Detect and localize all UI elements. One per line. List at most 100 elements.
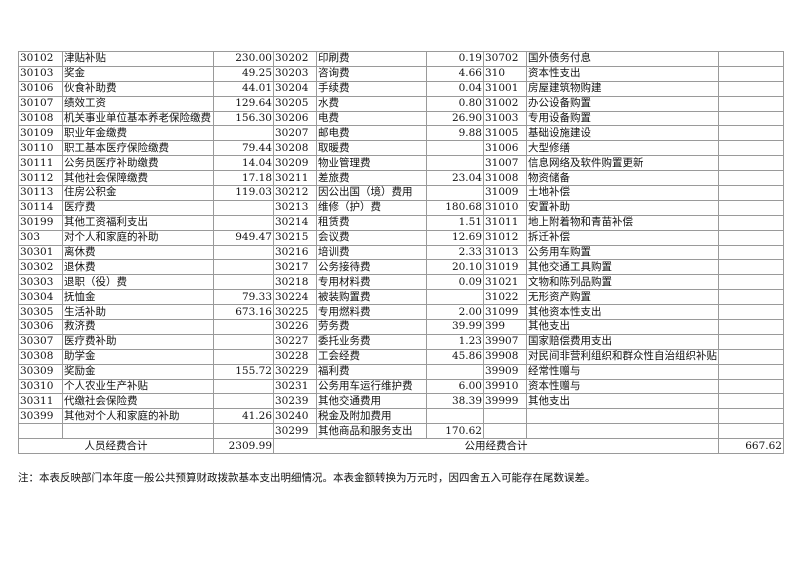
amount-cell: 2.00 (426, 304, 484, 321)
name-cell: 大型修缮 (526, 140, 719, 157)
code-cell: 30202 (273, 51, 317, 67)
code-cell: 31099 (483, 304, 527, 321)
code-cell: 30113 (18, 185, 63, 201)
name-cell: 代缴社会保险费 (62, 393, 214, 410)
name-cell: 国外债务付息 (526, 51, 719, 67)
code-cell: 30106 (18, 80, 63, 97)
amount-cell (213, 274, 274, 291)
amount-cell (213, 125, 274, 142)
amount-cell: 949.47 (213, 229, 274, 246)
amount-cell: 673.16 (213, 304, 274, 321)
code-cell: 31002 (483, 95, 527, 112)
amount-cell (718, 259, 784, 276)
amount-cell: 14.04 (213, 155, 274, 172)
name-cell: 其他交通工具购置 (526, 259, 719, 276)
code-cell: 30204 (273, 80, 317, 97)
name-cell: 抚恤金 (62, 289, 214, 306)
name-cell: 办公设备购置 (526, 95, 719, 112)
name-cell: 物资储备 (526, 170, 719, 187)
public-total-label: 公用经费合计 (273, 438, 719, 455)
code-cell (483, 423, 527, 440)
code-cell: 30216 (273, 244, 317, 261)
amount-cell (213, 423, 274, 440)
code-cell: 30103 (18, 65, 63, 82)
code-cell: 31010 (483, 199, 527, 216)
amount-cell (718, 155, 784, 172)
amount-cell (718, 274, 784, 291)
amount-cell (426, 185, 484, 201)
amount-cell (718, 378, 784, 395)
name-cell: 伙食补助费 (62, 80, 214, 97)
amount-cell: 44.01 (213, 80, 274, 97)
amount-cell: 26.90 (426, 110, 484, 127)
table-row: 30110 职工基本医疗保险缴费 79.44 30208 取暖费 31006 大型修缮 (18, 140, 784, 157)
amount-cell (213, 333, 274, 350)
name-cell: 其他支出 (526, 319, 719, 335)
name-cell: 国家赔偿费用支出 (526, 333, 719, 350)
name-cell: 专用燃料费 (316, 304, 427, 321)
name-cell: 住房公积金 (62, 185, 214, 201)
name-cell: 工会经费 (316, 348, 427, 365)
amount-cell: 230.00 (213, 51, 274, 67)
totals-row: 人员经费合计 2309.99 公用经费合计 667.62 (18, 438, 784, 455)
amount-cell (213, 244, 274, 261)
amount-cell (213, 319, 274, 335)
code-cell: 30217 (273, 259, 317, 276)
code-cell: 30203 (273, 65, 317, 82)
table-row: 30109 职业年金缴费 30207 邮电费 9.88 31005 基础设施建设 (18, 125, 784, 142)
name-cell (526, 423, 719, 440)
amount-cell (718, 170, 784, 187)
code-cell: 30228 (273, 348, 317, 365)
code-cell: 31003 (483, 110, 527, 127)
code-cell: 30310 (18, 378, 63, 395)
name-cell: 其他交通费用 (316, 393, 427, 410)
amount-cell: 79.44 (213, 140, 274, 157)
name-cell: 其他资本性支出 (526, 304, 719, 321)
code-cell: 30239 (273, 393, 317, 410)
name-cell: 其他社会保障缴费 (62, 170, 214, 187)
name-cell: 水费 (316, 95, 427, 112)
code-cell: 30226 (273, 319, 317, 335)
name-cell: 印刷费 (316, 51, 427, 67)
code-cell: 31013 (483, 244, 527, 261)
code-cell: 31007 (483, 155, 527, 172)
table-row: 30308 助学金 30228 工会经费 45.86 39908 对民间非营利组织和群众性自… (18, 348, 784, 365)
name-cell: 房屋建筑物购建 (526, 80, 719, 97)
name-cell: 救济费 (62, 319, 214, 335)
table-row: 303 对个人和家庭的补助 949.47 30215 会议费 12.69 31012 拆迁补偿 (18, 229, 784, 246)
code-cell: 31009 (483, 185, 527, 201)
code-cell: 31006 (483, 140, 527, 157)
amount-cell (718, 80, 784, 97)
name-cell: 劳务费 (316, 319, 427, 335)
amount-cell (718, 423, 784, 440)
amount-cell (718, 393, 784, 410)
amount-cell: 9.88 (426, 125, 484, 142)
name-cell: 奖励金 (62, 363, 214, 380)
table-row: 30108 机关事业单位基本养老保险缴费 156.30 30206 电费 26.90 310… (18, 110, 784, 127)
name-cell: 公务用车购置 (526, 244, 719, 261)
table-row: 30113 住房公积金 119.03 30212 因公出国（境）费用 31009 土地补偿 (18, 185, 784, 201)
code-cell: 30305 (18, 304, 63, 321)
table-row: 30112 其他社会保障缴费 17.18 30211 差旅费 23.04 31008 物资储备 (18, 170, 784, 187)
code-cell: 30114 (18, 199, 63, 216)
amount-cell: 45.86 (426, 348, 484, 365)
name-cell: 无形资产购置 (526, 289, 719, 306)
amount-cell: 1.23 (426, 333, 484, 350)
name-cell: 职业年金缴费 (62, 125, 214, 142)
code-cell: 30225 (273, 304, 317, 321)
amount-cell (718, 125, 784, 142)
code-cell: 30109 (18, 125, 63, 142)
name-cell: 手续费 (316, 80, 427, 97)
code-cell: 30306 (18, 319, 63, 335)
code-cell: 30302 (18, 259, 63, 276)
amount-cell: 119.03 (213, 185, 274, 201)
amount-cell (718, 140, 784, 157)
name-cell: 资本性赠与 (526, 378, 719, 395)
table-row: 30103 奖金 49.25 30203 咨询费 4.66 310 资本性支出 (18, 65, 784, 82)
code-cell: 30229 (273, 363, 317, 380)
amount-cell (213, 259, 274, 276)
code-cell: 30240 (273, 408, 317, 425)
amount-cell (718, 244, 784, 261)
table-row: 30299 其他商品和服务支出 170.62 (18, 423, 784, 440)
name-cell: 对民间非营利组织和群众性自治组织补贴 (526, 348, 719, 365)
